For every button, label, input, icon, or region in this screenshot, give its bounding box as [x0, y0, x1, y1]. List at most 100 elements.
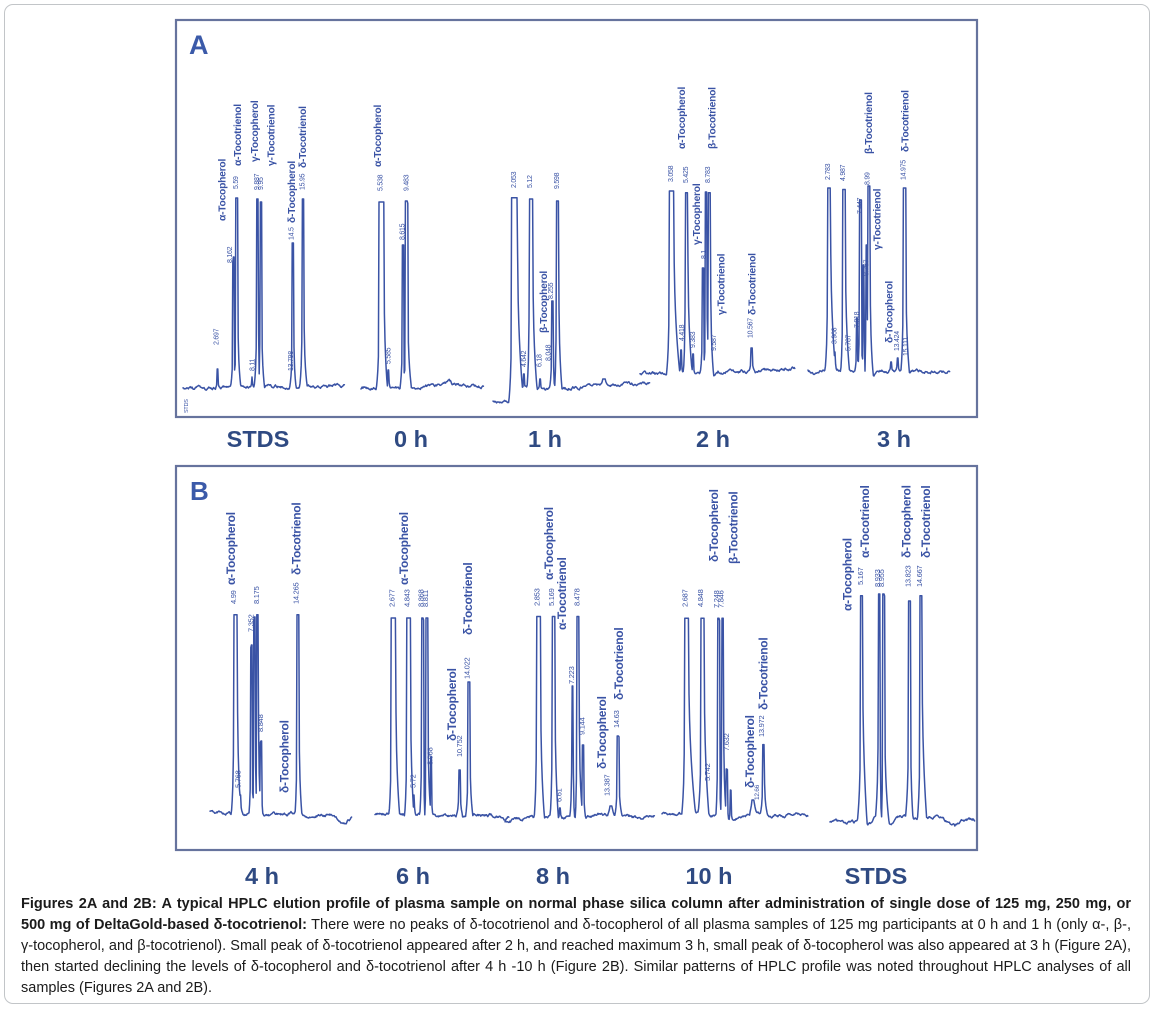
svg-text:5.169: 5.169: [547, 588, 556, 606]
svg-text:δ-Tocotrienol: δ-Tocotrienol: [612, 628, 626, 700]
svg-text:14.022: 14.022: [463, 657, 472, 679]
svg-text:6 h: 6 h: [396, 863, 430, 889]
svg-text:4.99: 4.99: [229, 590, 238, 604]
svg-text:2.853: 2.853: [533, 588, 542, 606]
svg-text:8.11: 8.11: [249, 359, 256, 371]
svg-text:δ-Tocotrienol: δ-Tocotrienol: [901, 90, 912, 152]
svg-text:8.615: 8.615: [399, 223, 406, 240]
svg-text:12.66: 12.66: [754, 784, 761, 800]
svg-text:5.72: 5.72: [409, 774, 418, 788]
svg-text:δ-Tocopherol: δ-Tocopherol: [900, 485, 914, 558]
svg-text:STDS: STDS: [227, 426, 290, 452]
svg-text:3.968: 3.968: [831, 327, 838, 344]
svg-text:β-Tocopherol: β-Tocopherol: [539, 271, 550, 333]
svg-text:STDS: STDS: [845, 863, 908, 889]
svg-text:8.478: 8.478: [573, 588, 582, 606]
svg-text:4.987: 4.987: [840, 164, 847, 181]
svg-text:1 h: 1 h: [528, 426, 562, 452]
svg-text:2.677: 2.677: [388, 589, 397, 607]
svg-text:δ-Tocopherol: δ-Tocopherol: [707, 489, 721, 562]
svg-text:9.587: 9.587: [711, 334, 718, 351]
svg-text:8.99: 8.99: [864, 172, 871, 185]
svg-text:γ-Tocotrienol: γ-Tocotrienol: [717, 253, 728, 315]
svg-text:9.483: 9.483: [403, 174, 410, 191]
svg-text:8.1: 8.1: [701, 250, 708, 259]
svg-text:α-Tocopherol: α-Tocopherol: [224, 512, 238, 585]
svg-text:13.972: 13.972: [757, 715, 766, 737]
svg-text:5.425: 5.425: [683, 166, 690, 183]
svg-text:δ-Tocopherol: δ-Tocopherol: [278, 720, 292, 793]
svg-text:14.975: 14.975: [900, 160, 907, 180]
svg-text:9.95: 9.95: [258, 177, 265, 190]
svg-text:8.955: 8.955: [877, 569, 886, 587]
svg-text:5.12: 5.12: [527, 175, 534, 188]
svg-text:5.167: 5.167: [856, 567, 865, 585]
svg-text:3.058: 3.058: [668, 165, 675, 182]
svg-text:δ-Tocopherol: δ-Tocopherol: [743, 715, 757, 788]
svg-text:2.687: 2.687: [681, 589, 690, 607]
svg-text:8.162: 8.162: [227, 246, 234, 263]
svg-text:α-Tocopherol: α-Tocopherol: [542, 507, 556, 580]
svg-text:α-Tocotrienol: α-Tocotrienol: [233, 104, 244, 166]
svg-text:8.848: 8.848: [256, 714, 265, 732]
svg-text:15.111: 15.111: [903, 337, 910, 356]
svg-text:14.5: 14.5: [288, 227, 295, 240]
svg-text:4 h: 4 h: [245, 863, 279, 889]
svg-text:γ-Tocopherol: γ-Tocopherol: [250, 100, 261, 162]
svg-text:13.823: 13.823: [904, 565, 913, 587]
svg-text:5.742: 5.742: [703, 763, 712, 781]
svg-text:γ-Tocotrienol: γ-Tocotrienol: [873, 188, 884, 250]
svg-text:15.95: 15.95: [299, 173, 306, 190]
svg-text:2.053: 2.053: [511, 171, 518, 188]
svg-text:B: B: [190, 476, 209, 506]
svg-text:4.418: 4.418: [679, 324, 686, 341]
svg-text:7.447: 7.447: [857, 197, 864, 214]
svg-text:4.848: 4.848: [696, 589, 705, 607]
svg-text:β-Tocotrienol: β-Tocotrienol: [708, 87, 719, 149]
svg-text:β-Tocotrienol: β-Tocotrienol: [727, 491, 741, 564]
svg-text:δ-Tocopherol: δ-Tocopherol: [287, 161, 298, 223]
svg-text:10.752: 10.752: [455, 735, 464, 757]
svg-text:9.887: 9.887: [254, 173, 261, 190]
svg-text:δ-Tocotrienol: δ-Tocotrienol: [919, 486, 933, 558]
svg-text:2.697: 2.697: [213, 328, 220, 345]
svg-text:8.933: 8.933: [873, 569, 882, 587]
svg-text:β-Tocotrienol: β-Tocotrienol: [864, 92, 875, 154]
svg-text:6.18: 6.18: [536, 354, 543, 367]
svg-text:8.968: 8.968: [426, 747, 435, 765]
svg-text:8.811: 8.811: [421, 590, 430, 607]
svg-text:14.63: 14.63: [612, 710, 621, 728]
svg-text:7.818: 7.818: [854, 311, 861, 328]
svg-text:7.223: 7.223: [567, 666, 576, 684]
svg-text:7.352: 7.352: [247, 614, 256, 632]
svg-text:γ-Tocotrienol: γ-Tocotrienol: [267, 104, 278, 166]
svg-text:4.642: 4.642: [521, 350, 528, 367]
svg-text:α-Tocopherol: α-Tocopherol: [373, 105, 384, 167]
svg-text:7.632: 7.632: [722, 733, 731, 751]
svg-text:8.868: 8.868: [417, 589, 426, 607]
svg-text:10.567: 10.567: [747, 318, 754, 338]
svg-text:δ-Tocopherol: δ-Tocopherol: [595, 696, 609, 769]
svg-text:5.59: 5.59: [233, 176, 240, 189]
svg-text:7.248: 7.248: [712, 590, 721, 608]
svg-text:δ-Tocopherol: δ-Tocopherol: [445, 668, 459, 741]
svg-text:α-Tocopherol: α-Tocopherol: [677, 87, 688, 149]
svg-text:8.048: 8.048: [545, 344, 552, 361]
svg-text:α-Tocotrienol: α-Tocotrienol: [555, 557, 569, 630]
svg-text:δ-Tocotrienol: δ-Tocotrienol: [757, 638, 771, 710]
svg-text:A: A: [189, 30, 209, 60]
svg-text:8.255: 8.255: [548, 282, 555, 299]
svg-text:9.598: 9.598: [554, 172, 561, 189]
svg-text:8.175: 8.175: [252, 586, 261, 604]
svg-text:9.144: 9.144: [578, 717, 587, 735]
svg-text:8.767: 8.767: [863, 259, 870, 276]
svg-text:4.843: 4.843: [403, 589, 412, 607]
svg-text:δ-Tocotrienol: δ-Tocotrienol: [748, 253, 759, 315]
svg-text:9.383: 9.383: [690, 331, 697, 348]
svg-text:13.387: 13.387: [603, 774, 612, 796]
svg-text:8.783: 8.783: [705, 166, 712, 183]
svg-text:7.846: 7.846: [717, 590, 726, 608]
svg-text:13.424: 13.424: [894, 331, 901, 351]
svg-text:δ-Tocopherol: δ-Tocopherol: [885, 281, 896, 343]
svg-text:δ-Tocotrienol: δ-Tocotrienol: [461, 563, 475, 635]
